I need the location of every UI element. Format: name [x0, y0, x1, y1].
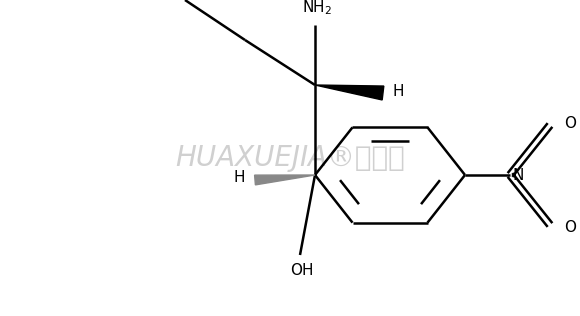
Polygon shape — [255, 175, 315, 185]
Text: O: O — [564, 116, 576, 131]
Text: H: H — [393, 83, 404, 99]
Polygon shape — [315, 85, 384, 100]
Text: NH$_2$: NH$_2$ — [302, 0, 332, 17]
Text: HUAXUEJIA®化学加: HUAXUEJIA®化学加 — [175, 144, 405, 172]
Text: N: N — [512, 167, 524, 183]
Text: O: O — [564, 220, 576, 234]
Text: H: H — [234, 171, 245, 185]
Text: OH: OH — [290, 263, 314, 278]
